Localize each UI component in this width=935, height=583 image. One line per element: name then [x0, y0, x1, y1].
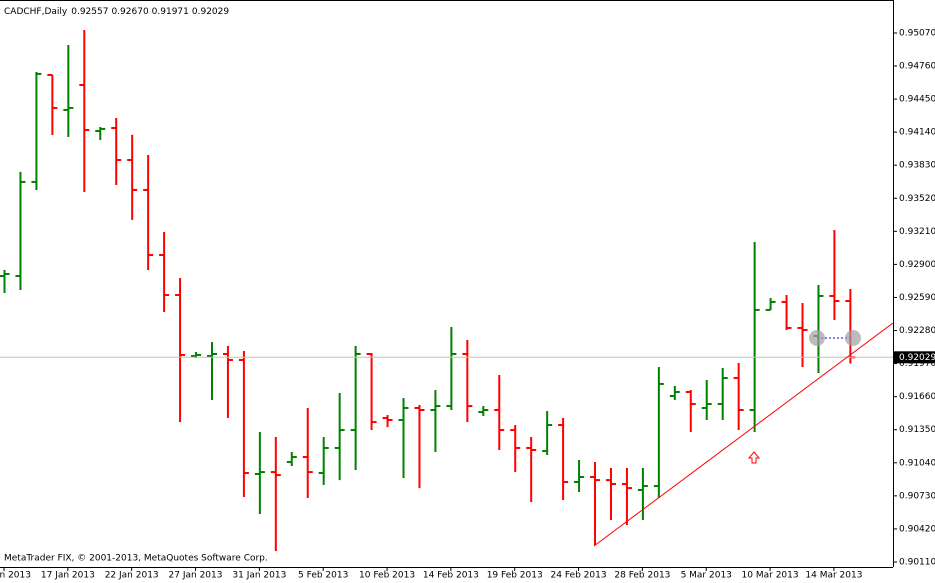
symbol: CADCHF,Daily: [4, 7, 68, 17]
y-tick-label: 0.93520: [899, 194, 935, 204]
x-tick-label: 31 Jan 2013: [232, 571, 286, 581]
x-tick-label: 27 Jan 2013: [169, 571, 223, 581]
x-tick-label: 13 Jan 2013: [0, 571, 31, 581]
y-tick-label: 0.93830: [899, 161, 935, 171]
y-tick-label: 0.90420: [899, 524, 935, 534]
header-value: 0.92557: [71, 7, 108, 17]
last-price-box: [894, 351, 935, 364]
x-tick-label: 19 Feb 2013: [487, 571, 543, 581]
y-tick-label: 0.92590: [899, 293, 935, 303]
x-tick-label: 22 Jan 2013: [105, 571, 159, 581]
last-price-label: 0.92029: [899, 353, 935, 363]
y-tick-label: 0.94140: [899, 128, 935, 138]
y-tick-label: 0.93210: [899, 227, 935, 237]
x-tick-label: 14 Feb 2013: [423, 571, 479, 581]
x-tick-label: 10 Feb 2013: [359, 571, 415, 581]
y-tick-label: 0.91660: [899, 392, 935, 402]
y-tick-label: 0.94760: [899, 62, 935, 72]
y-tick-label: 0.91970: [899, 359, 935, 369]
y-tick-label: 0.91350: [899, 425, 935, 435]
x-tick-label: 28 Feb 2013: [614, 571, 670, 581]
x-tick-label: 24 Feb 2013: [551, 571, 607, 581]
y-tick-label: 0.95070: [899, 28, 935, 38]
header-value: 0.91971: [152, 7, 189, 17]
x-tick-label: 5 Feb 2013: [298, 571, 348, 581]
y-tick-label: 0.90730: [899, 491, 935, 501]
y-tick-label: 0.92280: [899, 326, 935, 336]
x-tick-label: 17 Jan 2013: [41, 571, 95, 581]
y-tick-label: 0.91040: [899, 458, 935, 468]
header-value: 0.92029: [192, 7, 229, 17]
chart-header: CADCHF,Daily 0.92557 0.92670 0.91971 0.92029: [4, 7, 229, 17]
copyright: MetaTrader FIX, © 2001-2013, MetaQuotes …: [4, 554, 268, 564]
y-tick-label: 0.90110: [899, 557, 935, 567]
object-handle: [845, 330, 861, 346]
arrow-up-icon: [747, 451, 761, 464]
object-handle: [809, 330, 825, 346]
trend-line: [593, 322, 894, 547]
y-tick-label: 0.94450: [899, 95, 935, 105]
x-tick-label: 14 Mar 2013: [805, 571, 862, 581]
x-tick-label: 10 Mar 2013: [742, 571, 799, 581]
y-tick-label: 0.92900: [899, 260, 935, 270]
plot: [0, 29, 893, 552]
header-value: 0.92670: [111, 7, 148, 17]
x-tick-label: 5 Mar 2013: [681, 571, 732, 581]
